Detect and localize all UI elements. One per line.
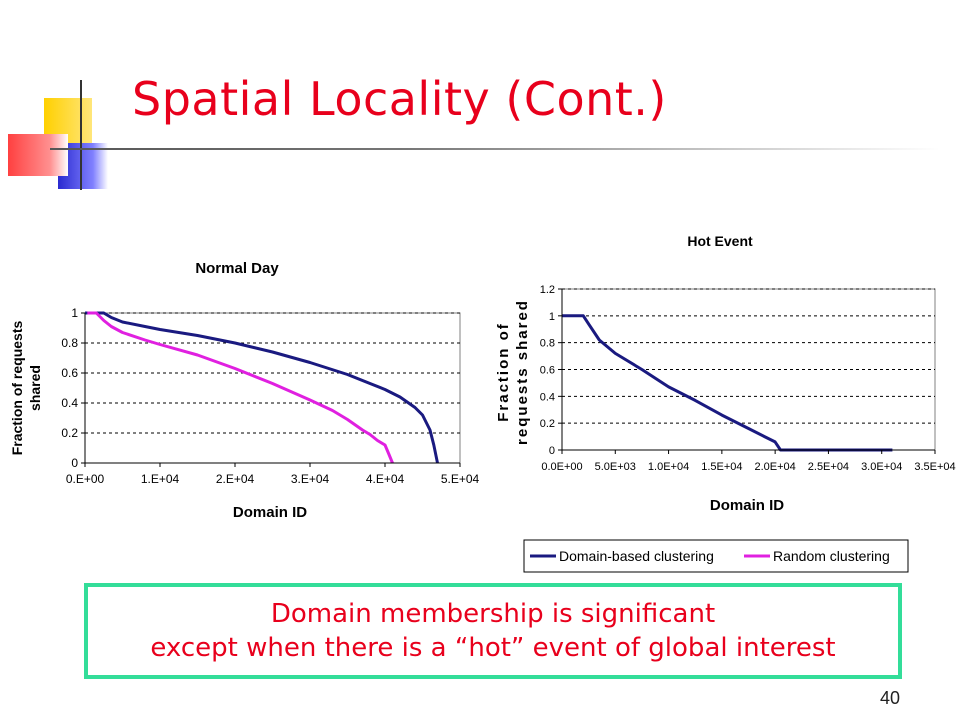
hot-event-chart: Hot Event 0 0.2 0.4 0.6 0.8 1 1.2 0.0E+00 5.0E+… — [495, 233, 956, 573]
series-line-random — [87, 311, 394, 464]
y-tick-label: 0.4 — [61, 396, 78, 410]
x-tick-label: 0.0E+00 — [541, 461, 582, 473]
callout-box: Domain membership is significant except … — [84, 583, 902, 679]
series-line-domain — [85, 311, 439, 464]
x-tick-label: 3.5E+04 — [914, 461, 955, 473]
y-tick-label: 0.8 — [61, 336, 78, 350]
y-tick-label: 0.2 — [61, 426, 78, 440]
chart-legend: Domain-based clustering Random clusterin… — [523, 539, 909, 573]
x-tick-label: 3.E+04 — [291, 472, 330, 486]
x-tick-label: 3.0E+04 — [861, 461, 902, 473]
title-divider — [50, 148, 940, 150]
x-tick-label: 0.E+00 — [66, 472, 105, 486]
y-tick-label: 0.6 — [540, 365, 555, 377]
y-axis-label-line1: Fraction of — [495, 322, 512, 422]
callout-line-1: Domain membership is significant — [270, 599, 716, 629]
y-axis-label-line2: requests shared — [514, 299, 531, 445]
x-axis-label: Domain ID — [233, 504, 307, 521]
corner-decoration — [0, 0, 140, 200]
y-tick-label: 0 — [71, 456, 78, 470]
x-tick-label: 5.E+04 — [441, 472, 480, 486]
y-tick-label: 0.4 — [540, 391, 555, 403]
legend-label-domain: Domain-based clustering — [559, 548, 714, 564]
x-tick-label: 2.E+04 — [216, 472, 255, 486]
x-tick-label: 1.E+04 — [141, 472, 180, 486]
page-number: 40 — [880, 688, 901, 708]
y-tick-label: 0.6 — [61, 366, 78, 380]
x-axis-label: Domain ID — [710, 497, 784, 514]
slide-title: Spatial Locality (Cont.) — [132, 72, 667, 126]
x-tick-label: 5.0E+03 — [595, 461, 636, 473]
legend-label-random: Random clustering — [773, 548, 890, 564]
chart-title: Normal Day — [195, 260, 279, 277]
chart-title: Hot Event — [687, 233, 753, 249]
y-axis-label-line1: Fraction of requests — [9, 321, 25, 456]
x-tick-label: 1.0E+04 — [648, 461, 689, 473]
x-tick-label: 2.0E+04 — [754, 461, 795, 473]
y-tick-label: 1.2 — [540, 284, 555, 296]
x-tick-label: 1.5E+04 — [701, 461, 742, 473]
y-tick-label: 0.2 — [540, 418, 555, 430]
y-tick-label: 1 — [549, 311, 555, 323]
y-tick-label: 0 — [549, 445, 555, 457]
x-tick-label: 4.E+04 — [366, 472, 405, 486]
normal-day-chart: Normal Day 0 0.2 0.4 0.6 0.8 1 0.E+00 1.E+04 2.… — [9, 260, 480, 521]
y-tick-label: 1 — [71, 306, 78, 320]
x-tick-label: 2.5E+04 — [808, 461, 849, 473]
y-tick-label: 0.8 — [540, 338, 555, 350]
y-axis-label-line2: shared — [27, 365, 43, 411]
callout-line-2: except when there is a “hot” event of gl… — [150, 633, 836, 663]
